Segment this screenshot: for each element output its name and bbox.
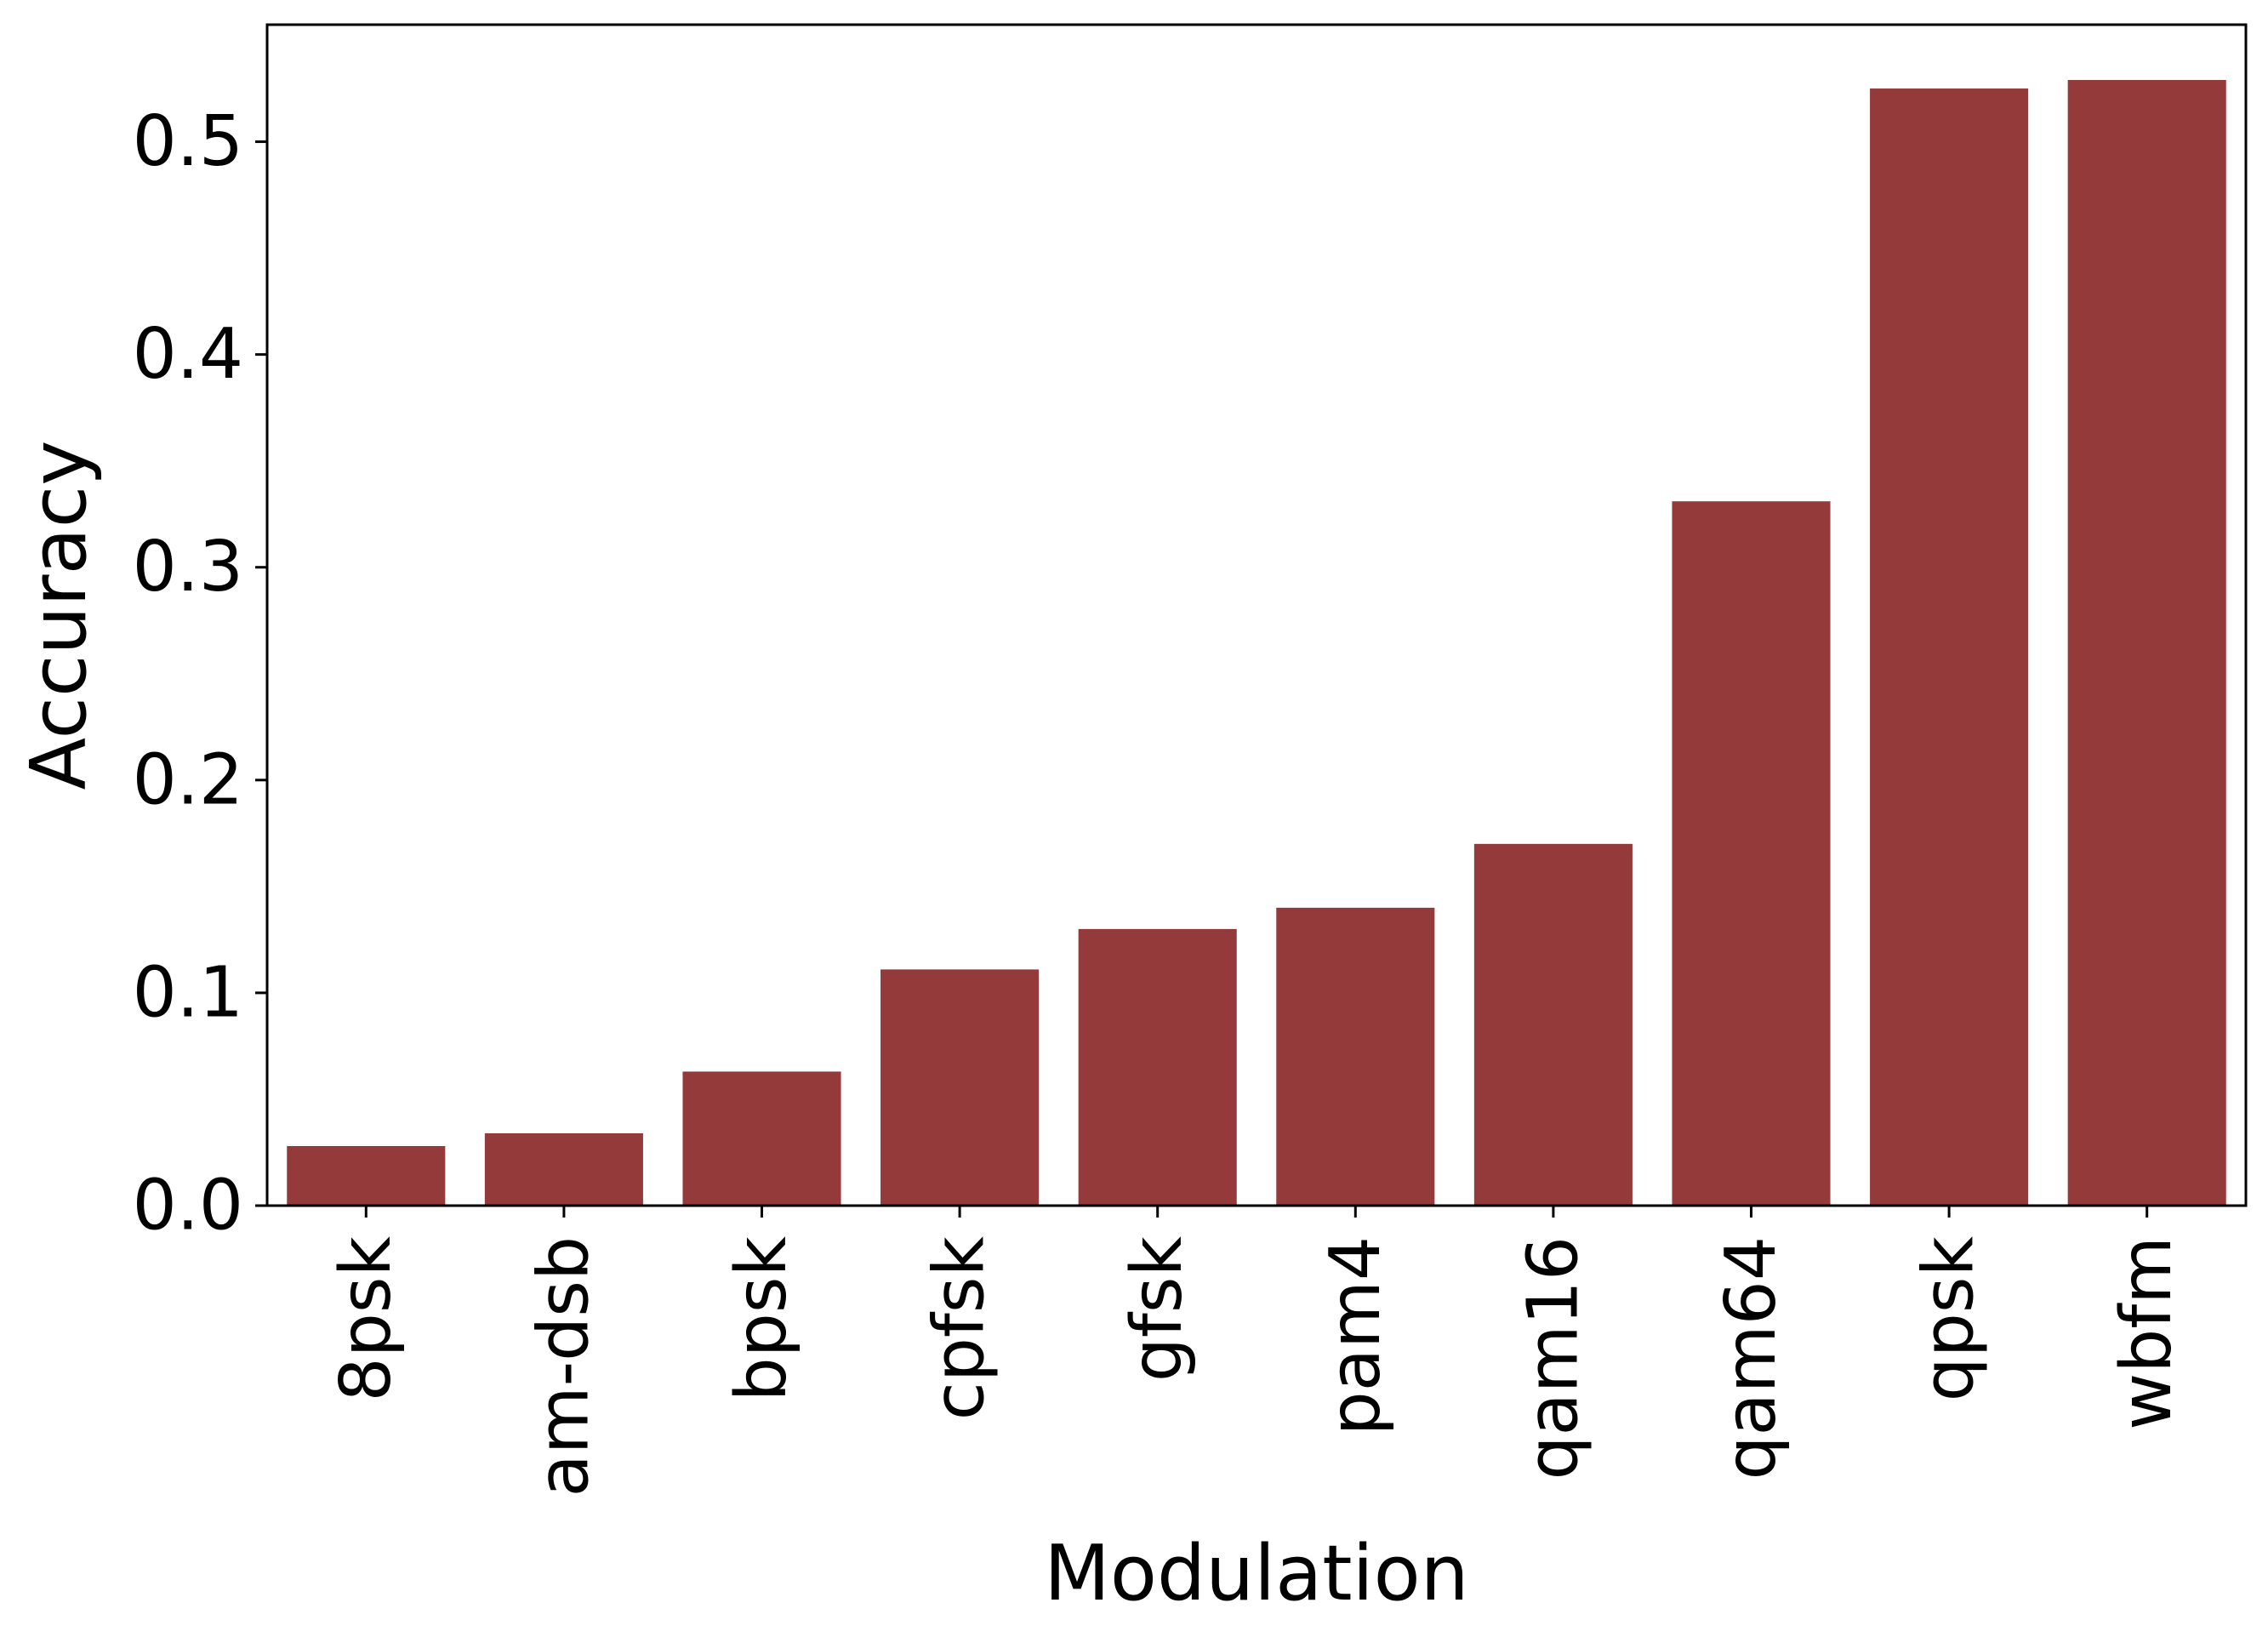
bar-gfsk [1078, 928, 1237, 1206]
bar-qpsk [1870, 88, 2029, 1206]
bars-group [287, 80, 2226, 1206]
x-tick-label: pam4 [1315, 1236, 1396, 1435]
plot-frame [265, 23, 2248, 1207]
y-tick-label: 0.4 [133, 314, 243, 395]
y-axis-label: Accuracy [14, 441, 104, 790]
bar-qam16 [1473, 843, 1633, 1206]
x-axis-ticks: 8psk am-dsb bpsk cpfsk gfsk pam4 qam16 qam64 qps… [326, 1206, 2187, 1497]
x-tick-label: qpsk [1909, 1235, 1990, 1401]
bar-cpfsk [880, 969, 1040, 1206]
y-tick-label: 0.1 [133, 952, 243, 1033]
x-tick-label: cpfsk [920, 1235, 1000, 1420]
y-axis-ticks: 0.0 0.1 0.2 0.3 0.4 0.5 [133, 101, 267, 1246]
bar-bpsk [682, 1071, 841, 1206]
bar-wbfm [2067, 80, 2226, 1206]
x-tick-label: qam64 [1711, 1236, 1792, 1480]
bar-pam4 [1276, 907, 1435, 1206]
x-tick-label: 8psk [326, 1235, 407, 1401]
x-tick-label: gfsk [1117, 1236, 1198, 1383]
y-tick-label: 0.5 [133, 101, 243, 182]
x-tick-label: am-dsb [523, 1236, 604, 1497]
x-tick-label: bpsk [721, 1235, 802, 1401]
bar-qam64 [1672, 501, 1831, 1206]
x-tick-label: wbfm [2106, 1236, 2187, 1430]
bar-8psk [287, 1145, 446, 1206]
x-axis-label: Modulation [1044, 1529, 1468, 1618]
y-tick-label: 0.2 [133, 739, 243, 820]
y-tick-label: 0.0 [133, 1166, 243, 1246]
y-tick-label: 0.3 [133, 527, 243, 607]
x-tick-label: qam16 [1513, 1236, 1593, 1480]
bar-am-dsb [484, 1132, 643, 1206]
